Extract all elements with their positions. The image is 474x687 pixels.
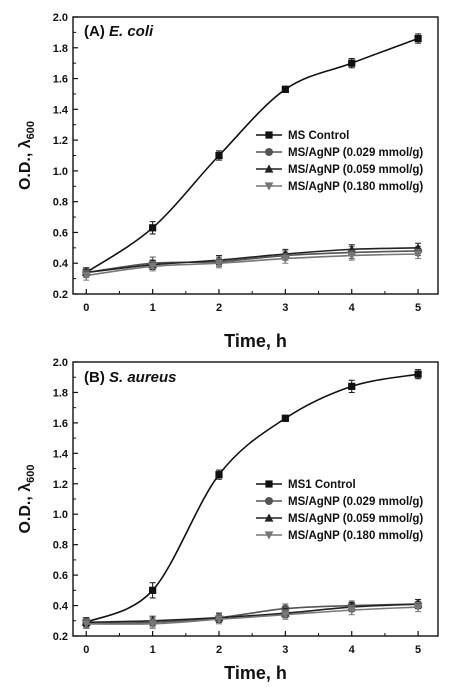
data-point <box>148 262 158 271</box>
data-point <box>215 471 223 479</box>
y-tick-label: 0.4 <box>53 258 69 270</box>
y-tick-label: 1.2 <box>53 135 68 147</box>
data-point <box>281 85 289 93</box>
y-axis-title-main: O.D., λ <box>17 483 34 534</box>
legend-marker <box>264 531 274 540</box>
y-axis-title-main: O.D., λ <box>17 139 34 190</box>
legend-marker <box>264 513 274 522</box>
y-tick-label: 0.2 <box>53 289 68 301</box>
legend-label: MS1 Control <box>288 479 356 491</box>
data-point <box>215 151 223 160</box>
series-line <box>86 606 419 625</box>
x-tick-label: 3 <box>282 644 288 656</box>
y-axis-title: O.D., λ600 <box>17 121 37 190</box>
legend-label: MS/AgNP (0.180 mmol/g) <box>288 530 423 542</box>
y-tick-label: 1.8 <box>53 387 68 399</box>
data-point <box>347 251 357 261</box>
data-point <box>214 259 224 268</box>
y-axis-title-subscript: 600 <box>25 121 37 139</box>
y-tick-label: 2.0 <box>53 357 68 369</box>
data-point <box>81 620 91 629</box>
y-tick-label: 0.2 <box>53 631 68 643</box>
y-axis-title-subscript: 600 <box>25 464 37 482</box>
legend: MS1 Control MS/AgNP (0.029 mmol/g) MS/AgNP… <box>256 479 423 542</box>
data-point <box>148 620 158 629</box>
series-line <box>85 37 419 274</box>
organism-name: E. coli <box>105 23 154 40</box>
y-tick-label: 1.0 <box>53 509 68 521</box>
series-line <box>86 253 419 277</box>
data-point <box>414 34 422 43</box>
x-tick-label: 1 <box>150 644 156 656</box>
x-tick-label: 5 <box>415 302 421 314</box>
x-tick-label: 1 <box>150 302 156 314</box>
legend-label: MS/AgNP (0.029 mmol/g) <box>288 496 423 508</box>
panel-label: (A) <box>84 23 105 40</box>
series-4 <box>81 248 423 281</box>
legend-label: MS/AgNP (0.180 mmol/g) <box>288 181 423 193</box>
legend: MS Control MS/AgNP (0.029 mmol/g) MS/AgNP … <box>256 130 423 193</box>
y-tick-label: 1.6 <box>53 418 68 430</box>
y-tick-label: 1.6 <box>53 74 68 86</box>
series-4 <box>81 602 423 629</box>
y-tick-label: 0.6 <box>53 570 68 582</box>
x-tick-label: 4 <box>349 644 356 656</box>
y-tick-label: 1.4 <box>53 448 69 460</box>
y-tick-label: 1.0 <box>53 166 68 178</box>
y-tick-label: 0.8 <box>53 540 68 552</box>
x-tick-label: 0 <box>83 644 89 656</box>
y-tick-label: 1.8 <box>53 43 68 55</box>
panel-s-aureus: 0.2 0.4 0.6 0.8 1.0 1.2 1.4 1.6 1.8 2.0 0 1 2 3 4 5 Time… <box>17 357 439 683</box>
panel-e-coli: 0.2 0.4 0.6 0.8 1.0 1.2 1.4 1.6 1.8 2.0 0 1 2 3 4 5 Time… <box>17 12 439 351</box>
organism-name: S. aureus <box>105 369 177 386</box>
legend-label: MS Control <box>288 130 349 142</box>
series-1 <box>82 33 422 278</box>
x-tick-label: 4 <box>349 302 356 314</box>
series-line <box>86 250 419 274</box>
y-tick-label: 2.0 <box>53 12 68 24</box>
legend-marker <box>265 131 273 139</box>
legend-marker <box>265 480 273 488</box>
y-tick-label: 1.2 <box>53 479 68 491</box>
x-tick-label: 2 <box>216 302 222 314</box>
x-tick-label: 5 <box>415 644 421 656</box>
data-point <box>414 370 422 378</box>
legend-marker <box>264 182 274 191</box>
legend-marker <box>265 148 273 156</box>
panel-title: (B) S. aureus <box>84 369 177 386</box>
data-point <box>347 606 357 615</box>
data-point <box>214 615 224 624</box>
y-axis-title: O.D., λ600 <box>17 464 37 533</box>
data-point <box>149 224 157 232</box>
data-point <box>280 255 290 264</box>
data-point <box>281 414 289 422</box>
x-axis-title: Time, h <box>224 331 287 351</box>
y-tick-label: 0.4 <box>53 601 69 613</box>
data-point <box>280 611 290 620</box>
series-line <box>86 603 419 625</box>
legend-marker <box>264 164 274 173</box>
data-point <box>149 586 157 594</box>
legend-label: MS/AgNP (0.059 mmol/g) <box>288 513 423 525</box>
x-axis-title: Time, h <box>224 663 287 683</box>
legend-label: MS/AgNP (0.059 mmol/g) <box>288 164 423 176</box>
data-point <box>413 250 423 259</box>
data-point <box>413 603 423 612</box>
panel-title: (A) E. coli <box>84 23 154 40</box>
data-point <box>348 59 356 67</box>
x-tick-label: 3 <box>282 302 288 314</box>
legend-marker <box>265 497 273 505</box>
series-line <box>86 603 419 624</box>
data-point <box>81 271 91 281</box>
x-tick-label: 2 <box>216 644 222 656</box>
y-tick-label: 0.6 <box>53 227 68 239</box>
legend-label: MS/AgNP (0.029 mmol/g) <box>288 147 423 159</box>
y-tick-label: 1.4 <box>53 104 69 116</box>
y-tick-label: 0.8 <box>53 197 68 209</box>
data-point <box>348 382 356 390</box>
panel-label: (B) <box>84 369 105 386</box>
x-tick-label: 0 <box>83 302 89 314</box>
series-line <box>86 247 419 274</box>
